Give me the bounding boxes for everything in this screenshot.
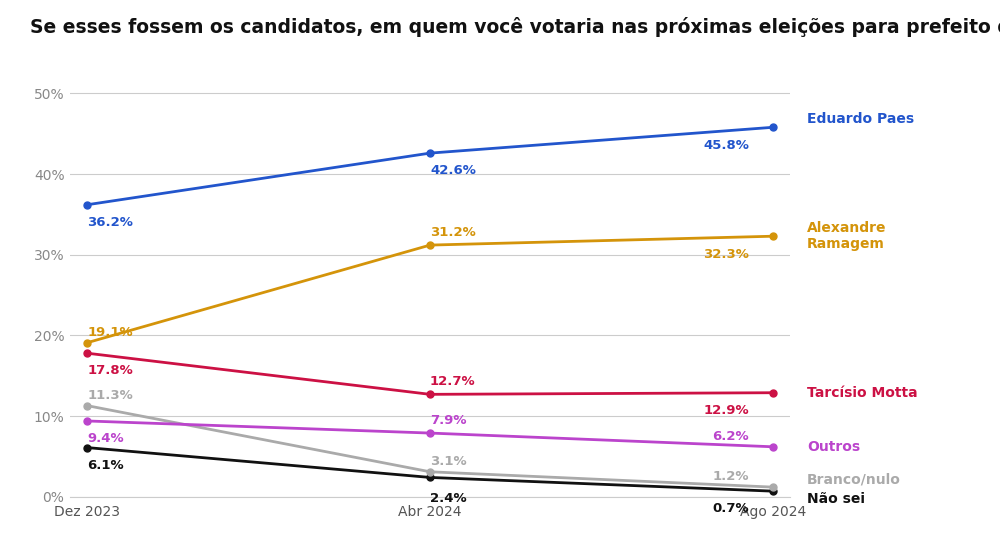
Text: Tarcísio Motta: Tarcísio Motta [807,386,918,400]
Text: 11.3%: 11.3% [87,389,133,402]
Text: 12.7%: 12.7% [430,375,476,388]
Text: 31.2%: 31.2% [430,226,476,238]
Text: Se esses fossem os candidatos, em quem você votaria nas próximas eleições para p: Se esses fossem os candidatos, em quem v… [30,17,1000,36]
Text: 7.9%: 7.9% [430,413,466,427]
Text: 45.8%: 45.8% [703,139,749,152]
Text: 17.8%: 17.8% [87,364,133,378]
Text: 36.2%: 36.2% [87,216,133,229]
Text: 32.3%: 32.3% [703,247,749,261]
Text: 2.4%: 2.4% [430,492,467,505]
Text: 1.2%: 1.2% [712,470,749,483]
Text: 9.4%: 9.4% [87,432,124,445]
Text: 6.1%: 6.1% [87,459,124,472]
Text: Alexandre
Ramagem: Alexandre Ramagem [807,221,887,251]
Text: 6.2%: 6.2% [712,430,749,443]
Text: Não sei: Não sei [807,492,865,506]
Text: 42.6%: 42.6% [430,164,476,177]
Text: 12.9%: 12.9% [703,404,749,417]
Text: Outros: Outros [807,440,860,454]
Text: 3.1%: 3.1% [430,455,467,468]
Text: Eduardo Paes: Eduardo Paes [807,112,914,126]
Text: Branco/nulo: Branco/nulo [807,472,901,486]
Text: 19.1%: 19.1% [87,326,133,339]
Text: 0.7%: 0.7% [712,502,749,516]
